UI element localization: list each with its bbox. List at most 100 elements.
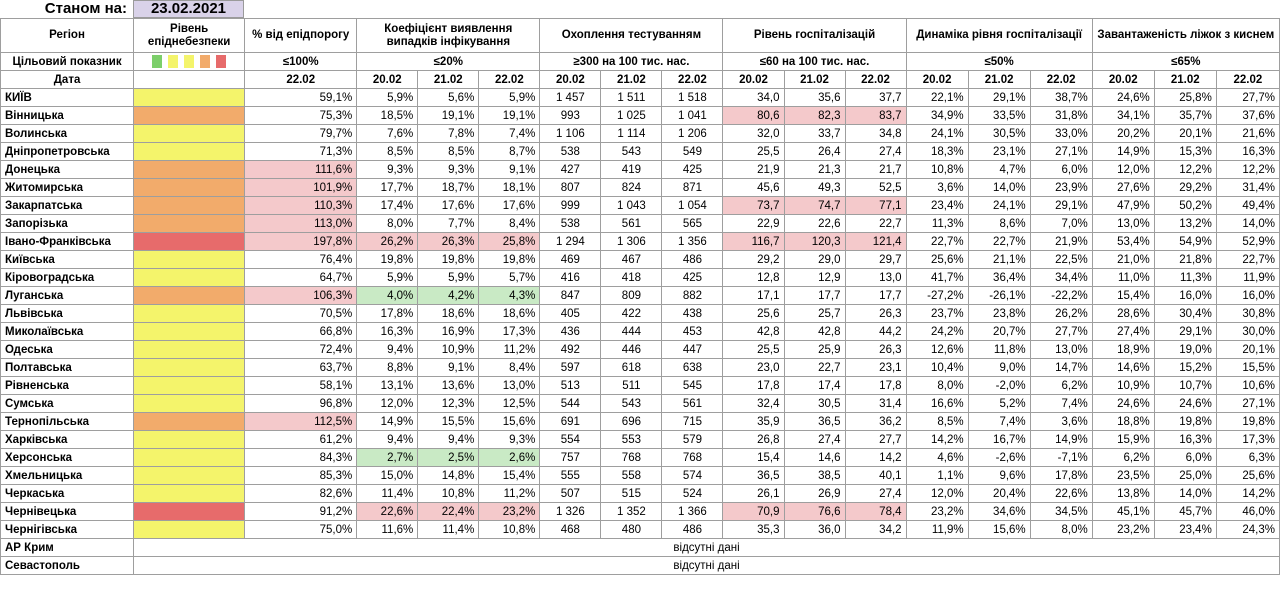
detection-cell: 19,8% (356, 250, 419, 269)
hosp-dynamics-cell: 38,7% (1029, 88, 1093, 107)
testing-cell: 538 (539, 142, 602, 161)
testing-cell: 1 518 (661, 88, 724, 107)
hosp-dynamics-cell: 6,2% (1029, 376, 1093, 395)
oxygen-cell: 15,2% (1153, 358, 1217, 377)
pct-threshold-cell: 75,3% (244, 106, 358, 125)
testing-cell: 515 (600, 484, 663, 503)
detection-cell: 8,4% (478, 358, 541, 377)
oxygen-cell: 54,9% (1153, 232, 1217, 251)
table-row: Миколаївська 66,8% 16,3% 16,9% 17,3% 436 444 45… (0, 322, 1280, 341)
hospital-cell: 40,1 (844, 466, 907, 485)
detection-cell: 19,1% (478, 106, 541, 125)
oxygen-cell: 23,5% (1091, 466, 1155, 485)
oxygen-cell: 30,0% (1215, 322, 1280, 341)
oxygen-cell: 11,3% (1153, 268, 1217, 287)
hosp-dynamics-cell: -2,6% (967, 448, 1031, 467)
no-data-cell: відсутні дані (133, 556, 1280, 575)
region-name: Чернігівська (0, 520, 135, 539)
target-row: Цільовий показник ≤100% ≤20% ≥300 на 100… (0, 52, 1280, 71)
date-hosp-2: 21.02 (783, 70, 846, 89)
hospital-cell: 27,4 (783, 430, 846, 449)
oxygen-cell: 53,4% (1091, 232, 1155, 251)
oxygen-cell: 19,8% (1215, 412, 1280, 431)
detection-cell: 19,8% (478, 250, 541, 269)
legend-swatch-yellow (184, 54, 195, 68)
level-cell (133, 484, 246, 503)
table-row: Запорізька 113,0% 8,0% 7,7% 8,4% 538 561 565 22,… (0, 214, 1280, 233)
level-cell (133, 232, 246, 251)
pct-threshold-cell: 101,9% (244, 178, 358, 197)
hospital-cell: 35,3 (722, 520, 785, 539)
table-row: Сумська 96,8% 12,0% 12,3% 12,5% 544 543 561 32,4… (0, 394, 1280, 413)
pct-threshold-cell: 64,7% (244, 268, 358, 287)
hosp-dynamics-cell: 7,0% (1029, 214, 1093, 233)
hosp-dynamics-cell: 16,6% (905, 394, 969, 413)
detection-cell: 11,2% (478, 340, 541, 359)
detection-cell: 5,9% (356, 88, 419, 107)
hosp-dynamics-cell: 22,7% (905, 232, 969, 251)
hospital-cell: 34,2 (844, 520, 907, 539)
hosp-dynamics-cell: 23,1% (967, 142, 1031, 161)
detection-cell: 10,8% (478, 520, 541, 539)
hospital-cell: 38,5 (783, 466, 846, 485)
detection-cell: 15,6% (478, 412, 541, 431)
pct-threshold-cell: 71,3% (244, 142, 358, 161)
hosp-dynamics-cell: 8,5% (905, 412, 969, 431)
pct-threshold-cell: 113,0% (244, 214, 358, 233)
hospital-cell: 23,1 (844, 358, 907, 377)
date-dyn-2: 21.02 (967, 70, 1031, 89)
oxygen-cell: 35,7% (1153, 106, 1217, 125)
region-name: Луганська (0, 286, 135, 305)
hosp-dynamics-cell: 5,2% (967, 394, 1031, 413)
hosp-dynamics-cell: 21,9% (1029, 232, 1093, 251)
hosp-dynamics-cell: 4,6% (905, 448, 969, 467)
level-cell (133, 304, 246, 323)
detection-cell: 26,2% (356, 232, 419, 251)
hospital-cell: 26,3 (844, 304, 907, 323)
testing-cell: 809 (600, 286, 663, 305)
oxygen-cell: 11,9% (1215, 268, 1280, 287)
hosp-dynamics-cell: 22,6% (1029, 484, 1093, 503)
oxygen-cell: 24,6% (1091, 88, 1155, 107)
hosp-dynamics-cell: 8,0% (905, 376, 969, 395)
table-row: Житомирська 101,9% 17,7% 18,7% 18,1% 807 824 87… (0, 178, 1280, 197)
oxygen-cell: 19,8% (1153, 412, 1217, 431)
testing-cell: 579 (661, 430, 724, 449)
hospital-cell: 83,7 (844, 106, 907, 125)
hospital-cell: 32,4 (722, 394, 785, 413)
hospital-cell: 49,3 (783, 178, 846, 197)
hosp-dynamics-cell: -2,0% (967, 376, 1031, 395)
no-data-cell: відсутні дані (133, 538, 1280, 557)
testing-cell: 618 (600, 358, 663, 377)
hosp-dynamics-cell: 27,1% (1029, 142, 1093, 161)
table-row: Івано-Франківська 197,8% 26,2% 26,3% 25,8% 1 … (0, 232, 1280, 251)
detection-cell: 12,5% (478, 394, 541, 413)
testing-cell: 1 041 (661, 106, 724, 125)
hospital-cell: 12,9 (783, 268, 846, 287)
hospital-cell: 17,8 (722, 376, 785, 395)
pct-threshold-cell: 96,8% (244, 394, 358, 413)
hosp-dynamics-cell: 18,3% (905, 142, 969, 161)
hospital-cell: 12,8 (722, 268, 785, 287)
hospital-cell: 27,7 (844, 430, 907, 449)
date-oxy-1: 20.02 (1091, 70, 1155, 89)
oxygen-cell: 15,9% (1091, 430, 1155, 449)
target-oxygen: ≤65% (1091, 52, 1280, 71)
testing-cell: 543 (600, 142, 663, 161)
testing-cell: 524 (661, 484, 724, 503)
oxygen-cell: 30,8% (1215, 304, 1280, 323)
detection-cell: 25,8% (478, 232, 541, 251)
detection-cell: 7,7% (417, 214, 480, 233)
date-hosp-3: 22.02 (844, 70, 907, 89)
hospital-cell: 26,8 (722, 430, 785, 449)
oxygen-cell: 14,0% (1215, 214, 1280, 233)
level-cell (133, 196, 246, 215)
detection-cell: 12,3% (417, 394, 480, 413)
hosp-dynamics-cell: 4,7% (967, 160, 1031, 179)
hospital-cell: 13,0 (844, 268, 907, 287)
detection-cell: 23,2% (478, 502, 541, 521)
detection-cell: 18,1% (478, 178, 541, 197)
region-name: Херсонська (0, 448, 135, 467)
hospital-cell: 27,4 (844, 142, 907, 161)
oxygen-cell: 49,4% (1215, 196, 1280, 215)
